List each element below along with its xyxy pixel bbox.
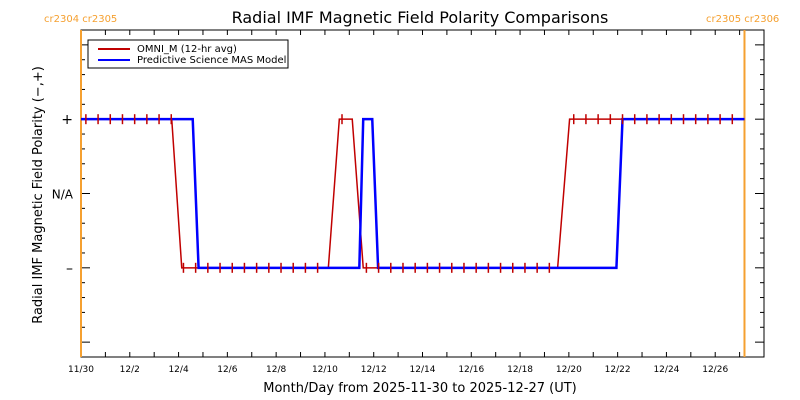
y-tick-label: – <box>66 261 73 277</box>
carrington-label-left: cr2304 cr2305 <box>44 14 117 25</box>
x-axis-label: Month/Day from 2025-11-30 to 2025-12-27 … <box>263 381 576 396</box>
legend: OMNI_M (12-hr avg) Predictive Science MA… <box>87 39 289 69</box>
legend-label-omni: OMNI_M (12-hr avg) <box>137 44 237 55</box>
y-tick-label: + <box>61 112 73 128</box>
x-tick-label: 12/26 <box>702 365 728 375</box>
x-tick-label: 12/6 <box>217 365 237 375</box>
x-tick-label: 12/12 <box>361 365 387 375</box>
legend-box <box>87 39 289 69</box>
x-tick-label: 12/10 <box>312 365 338 375</box>
chart-title: Radial IMF Magnetic Field Polarity Compa… <box>232 8 609 27</box>
y-tick-label: N/A <box>52 188 74 202</box>
x-tick-label: 11/30 <box>68 365 94 375</box>
carrington-label-right: cr2305 cr2306 <box>706 14 779 25</box>
x-tick-label: 12/4 <box>168 365 188 375</box>
x-tick-label: 12/24 <box>653 365 679 375</box>
x-tick-label: 12/14 <box>410 365 436 375</box>
x-tick-label: 12/8 <box>266 365 286 375</box>
series-line-omni <box>81 118 745 269</box>
x-tick-label: 12/18 <box>507 365 533 375</box>
plot-frame <box>80 29 765 358</box>
y-axis-label: Radial IMF Magnetic Field Polarity (−,+) <box>31 66 46 324</box>
x-tick-label: 12/22 <box>605 365 631 375</box>
series-line-mas <box>81 117 745 270</box>
x-tick-label: 12/2 <box>120 365 140 375</box>
x-tick-label: 12/20 <box>556 365 582 375</box>
x-tick-label: 12/16 <box>458 365 484 375</box>
legend-label-mas: Predictive Science MAS Model <box>137 55 286 66</box>
